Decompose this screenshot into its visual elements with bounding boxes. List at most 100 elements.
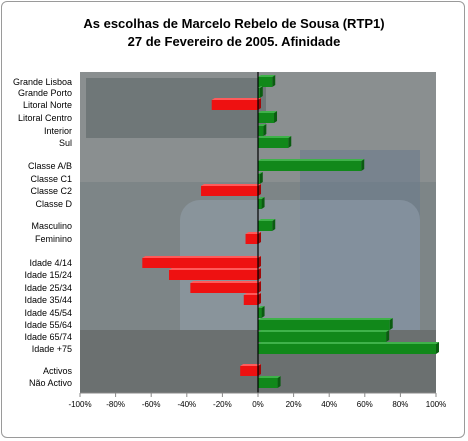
bar xyxy=(258,221,273,231)
bar-top xyxy=(258,75,276,77)
bar-side xyxy=(258,256,261,268)
bar-top xyxy=(169,268,261,270)
bar-side xyxy=(361,159,365,171)
x-tick-label: 80% xyxy=(392,400,408,409)
bar-side xyxy=(261,306,265,318)
bar xyxy=(211,100,258,110)
category-label: Litoral Norte xyxy=(23,100,72,110)
category-label: Idade 25/34 xyxy=(24,283,72,293)
bar-side xyxy=(288,136,292,148)
bar-side xyxy=(259,86,263,98)
bar-top xyxy=(240,364,261,366)
category-label: Classe A/B xyxy=(28,161,72,171)
bar xyxy=(258,138,289,148)
bar xyxy=(240,366,258,376)
x-axis: -100% -80% -60% -40% -20% 0% 20% 40% 60% 80% 100% xyxy=(68,392,446,409)
x-tick-label: -100% xyxy=(68,400,91,409)
bar-top xyxy=(201,184,261,186)
bar-top xyxy=(142,256,261,258)
bar-side xyxy=(272,75,276,87)
bar xyxy=(245,234,258,244)
category-label: Classe C2 xyxy=(30,186,72,196)
bar xyxy=(258,378,278,388)
bar-side xyxy=(277,376,281,388)
category-label: Idade +75 xyxy=(32,344,72,354)
category-label: Não Activo xyxy=(29,378,72,388)
bar-side xyxy=(436,342,439,354)
bar xyxy=(258,126,264,136)
bar-side xyxy=(258,98,261,110)
category-label: Classe D xyxy=(35,199,72,209)
category-label: Sul xyxy=(59,138,72,148)
category-label: Idade 35/44 xyxy=(24,295,72,305)
x-tick-label: -60% xyxy=(142,400,161,409)
x-tick-label: 0% xyxy=(252,400,264,409)
bar-side xyxy=(261,197,265,209)
bar-top xyxy=(258,136,292,138)
category-label: Idade 65/74 xyxy=(24,332,72,342)
bar-side xyxy=(274,111,278,123)
bar-side xyxy=(258,184,261,196)
bar xyxy=(258,88,260,98)
bar-top xyxy=(258,197,265,199)
bar-side xyxy=(258,293,261,305)
bar xyxy=(201,186,258,196)
bar-top xyxy=(258,330,390,332)
bar-side xyxy=(258,364,261,376)
bar-top xyxy=(258,342,439,344)
bar xyxy=(142,258,258,268)
bar-top xyxy=(258,219,276,221)
category-label: Interior xyxy=(44,126,72,136)
bar xyxy=(258,199,262,209)
bar-top xyxy=(258,376,281,378)
bar-side xyxy=(263,124,267,136)
category-label: Idade 4/14 xyxy=(29,258,72,268)
bar xyxy=(258,344,436,354)
bar xyxy=(169,270,258,280)
category-label: Idade 15/24 xyxy=(24,270,72,280)
category-label: Masculino xyxy=(31,221,72,231)
bar-top xyxy=(258,159,365,161)
x-tick-label: 100% xyxy=(426,400,446,409)
bar-side xyxy=(389,318,393,330)
bar-top xyxy=(211,98,261,100)
bar xyxy=(243,295,258,305)
bar-top xyxy=(258,172,263,174)
bar-top xyxy=(258,306,265,308)
x-tick-label: -80% xyxy=(106,400,125,409)
bar-top xyxy=(258,124,267,126)
chart-title: As escolhas de Marcelo Rebelo de Sousa (… xyxy=(83,16,385,31)
category-label: Idade 45/54 xyxy=(24,308,72,318)
bar-top xyxy=(258,111,278,113)
x-tick-label: 20% xyxy=(286,400,302,409)
x-tick-label: -20% xyxy=(213,400,232,409)
category-label: Activos xyxy=(43,366,73,376)
bar xyxy=(258,113,275,123)
bar xyxy=(258,77,273,87)
chart-subtitle: 27 de Fevereiro de 2005. Afinidade xyxy=(127,34,341,49)
bar-side xyxy=(258,268,261,280)
x-tick-label: -40% xyxy=(177,400,196,409)
category-label: Grande Lisboa xyxy=(13,77,72,87)
category-label: Litoral Centro xyxy=(18,113,72,123)
bar-top xyxy=(190,281,261,283)
bar-side xyxy=(259,172,263,184)
category-label: Idade 55/64 xyxy=(24,320,72,330)
bar xyxy=(258,332,387,342)
x-tick-label: 60% xyxy=(357,400,373,409)
bar xyxy=(258,320,390,330)
x-tick-label: 40% xyxy=(321,400,337,409)
category-label: Feminino xyxy=(35,234,72,244)
category-label: Classe C1 xyxy=(30,174,72,184)
bar-top xyxy=(243,293,261,295)
bars-layer xyxy=(142,72,439,393)
bar xyxy=(258,308,262,318)
bar-side xyxy=(258,232,261,244)
bar-side xyxy=(386,330,390,342)
bar-top xyxy=(245,232,261,234)
bar xyxy=(258,161,362,171)
category-label: Grande Porto xyxy=(18,88,72,98)
bar-top xyxy=(258,86,263,88)
